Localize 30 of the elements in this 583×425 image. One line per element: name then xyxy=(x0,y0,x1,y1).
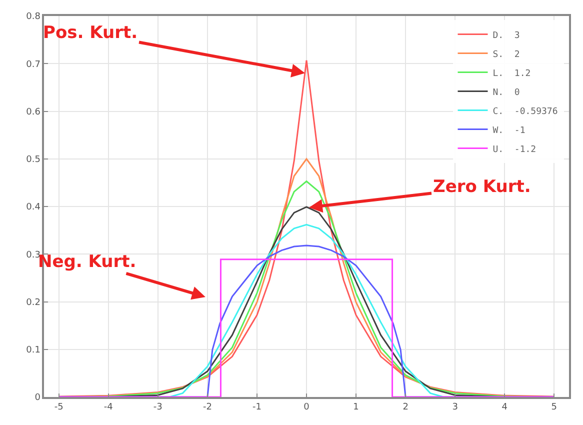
legend-label: S. 2 xyxy=(492,50,520,60)
x-tick-label: -3 xyxy=(153,402,162,413)
y-tick-label: 0.2 xyxy=(26,298,40,308)
x-tick-label: -1 xyxy=(252,402,262,413)
x-tick-label: 1 xyxy=(353,402,359,413)
x-tick-label: 3 xyxy=(452,402,458,413)
annotation: Neg. Kurt. xyxy=(38,252,136,272)
y-tick-label: 0.1 xyxy=(26,346,40,356)
legend-label: D. 3 xyxy=(492,30,520,41)
x-tick-label: 4 xyxy=(502,402,508,413)
legend-label: C. -0.59376 xyxy=(492,106,558,117)
x-tick-label: 5 xyxy=(551,402,558,413)
legend-label: U. -1.2 xyxy=(492,144,536,155)
annotation: Pos. Kurt. xyxy=(43,23,138,43)
annotation: Zero Kurt. xyxy=(433,177,531,197)
x-tick-label: -5 xyxy=(54,402,64,413)
y-tick-label: 0.8 xyxy=(26,12,41,22)
y-tick-label: 0.3 xyxy=(26,250,40,260)
x-tick-label: -4 xyxy=(104,402,114,413)
y-tick-label: 0.4 xyxy=(26,202,41,213)
x-tick-label: -2 xyxy=(202,402,212,413)
x-tick-label: 2 xyxy=(402,402,408,413)
legend-label: W. -1 xyxy=(492,126,526,136)
y-tick-label: 0.7 xyxy=(26,60,40,70)
legend-label: L. 1.2 xyxy=(492,68,531,79)
legend-label: N. 0 xyxy=(492,88,520,98)
x-tick-label: 0 xyxy=(304,402,310,413)
y-tick-label: 0.6 xyxy=(26,107,41,118)
y-tick-label: 0 xyxy=(34,393,41,404)
y-tick-label: 0.5 xyxy=(26,155,40,166)
